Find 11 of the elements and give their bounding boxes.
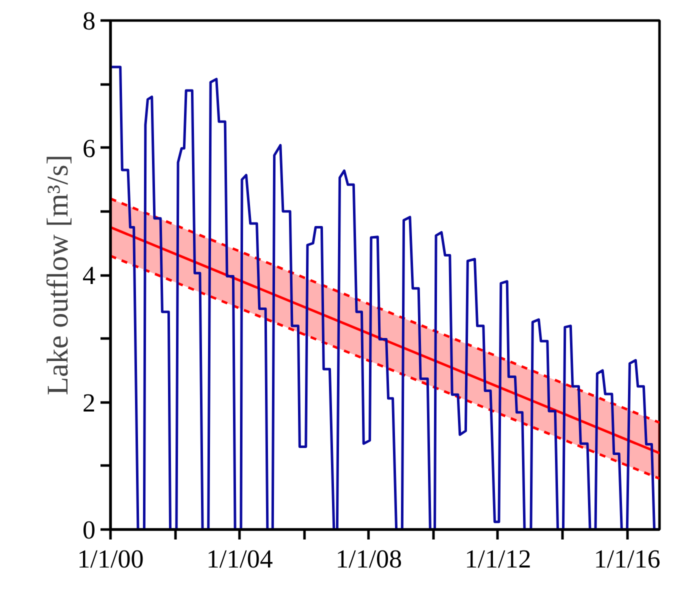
- x-tick-label: 1/1/04: [206, 544, 273, 574]
- y-tick-label: 0: [82, 516, 96, 544]
- x-tick-label: 1/1/12: [464, 544, 532, 574]
- y-tick-label: 4: [82, 261, 96, 290]
- x-tick-label: 1/1/08: [336, 544, 402, 574]
- x-tick-label: 1/1/16: [594, 544, 660, 574]
- y-tick-label: 6: [82, 134, 96, 163]
- x-tick-label: 1/1/00: [77, 544, 144, 574]
- y-tick-label: 8: [82, 6, 96, 36]
- y-axis-title: Lake outflow [m³/s]: [42, 154, 74, 396]
- y-tick-label: 2: [82, 388, 96, 418]
